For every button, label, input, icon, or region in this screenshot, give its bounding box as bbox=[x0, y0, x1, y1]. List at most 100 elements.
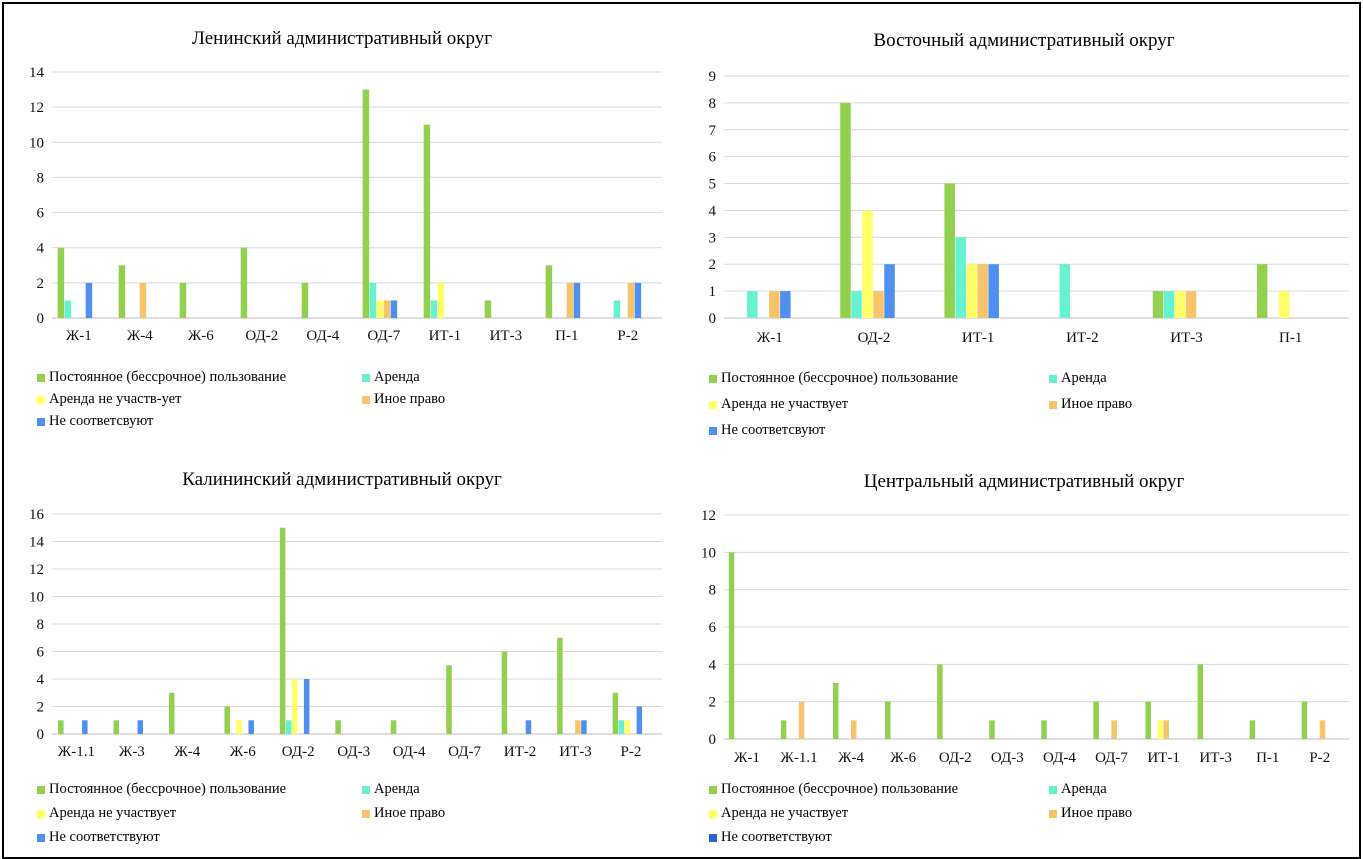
bar bbox=[240, 247, 248, 318]
y-tick-label: 5 bbox=[709, 177, 717, 193]
legend-label: Иное право bbox=[1061, 805, 1133, 821]
chart-title: Восточный административный округ bbox=[873, 30, 1174, 51]
legend-item: Не соответсвуют bbox=[37, 413, 153, 430]
legend-swatch bbox=[362, 373, 370, 382]
bar bbox=[1145, 701, 1151, 739]
x-tick-label: Ж-6 bbox=[188, 328, 214, 344]
legend-item: Аренда не участв-ует bbox=[37, 391, 181, 408]
chart-leninsky: Ленинский административный округ 0 2 4 6 8 10 1… bbox=[12, 14, 672, 454]
bar bbox=[966, 264, 977, 318]
y-tick-label: 8 bbox=[37, 170, 45, 186]
bar bbox=[840, 102, 851, 318]
chart-svg: Ленинский административный округ 0 2 4 6 8 10 1… bbox=[29, 28, 662, 344]
bar bbox=[1093, 701, 1099, 739]
y-tick-label: 4 bbox=[37, 241, 45, 257]
bar bbox=[1174, 291, 1186, 318]
x-tick-label: Р-2 bbox=[621, 744, 642, 760]
chart-title: Ленинский административный округ bbox=[192, 28, 492, 49]
x-tick-label: ИТ-3 bbox=[1170, 330, 1203, 346]
y-tick-label: 10 bbox=[29, 135, 44, 151]
bar bbox=[362, 89, 370, 318]
bar bbox=[1157, 720, 1163, 739]
x-tick-label: П-1 bbox=[1256, 750, 1279, 766]
y-tick-label: 14 bbox=[29, 535, 45, 551]
y-tick-label: 16 bbox=[29, 507, 45, 523]
bar bbox=[573, 282, 581, 318]
bar bbox=[291, 679, 298, 734]
y-tick-label: 14 bbox=[29, 65, 45, 81]
bar bbox=[636, 706, 643, 734]
legend-item: Постоянное (бессрочное) пользование bbox=[37, 369, 286, 386]
legend-label: Аренда bbox=[374, 369, 420, 385]
legend-swatch bbox=[362, 395, 370, 404]
bar bbox=[728, 552, 735, 739]
bar bbox=[832, 683, 839, 739]
legend-label: Иное право bbox=[1061, 396, 1133, 412]
x-tick-label: ОД-2 bbox=[939, 750, 972, 766]
y-tick-label: 2 bbox=[37, 700, 45, 716]
legend-item: Иное право bbox=[1049, 805, 1132, 822]
legend-label: Аренда не участвует bbox=[721, 396, 849, 412]
bar bbox=[575, 720, 581, 734]
legend-item: Иное право bbox=[362, 391, 445, 408]
bar bbox=[301, 282, 309, 318]
x-tick-label: ОД-4 bbox=[306, 328, 339, 344]
x-tick-label: Ж-4 bbox=[127, 328, 153, 344]
bar bbox=[988, 264, 999, 318]
x-tick-label: ИТ-3 bbox=[1199, 750, 1232, 766]
bar bbox=[446, 665, 452, 734]
x-tick-label: ОД-4 bbox=[1043, 750, 1076, 766]
bar bbox=[437, 282, 445, 318]
bar bbox=[236, 720, 242, 734]
legend-item: Иное право bbox=[1049, 396, 1132, 413]
legend-swatch bbox=[709, 785, 717, 794]
legend-swatch bbox=[37, 417, 45, 426]
x-tick-label: Ж-1.1 bbox=[58, 744, 95, 760]
bar bbox=[1152, 291, 1164, 318]
legend-swatch bbox=[709, 400, 717, 409]
y-tick-label: 0 bbox=[37, 727, 45, 743]
x-tick-label: ИТ-1 bbox=[1147, 750, 1180, 766]
bar bbox=[977, 264, 988, 318]
legend-swatch bbox=[709, 426, 717, 435]
bar bbox=[1249, 720, 1256, 739]
x-tick-label: ИТ-2 bbox=[1066, 330, 1099, 346]
legend-label: Постоянное (бессрочное) пользование bbox=[721, 781, 959, 797]
bar bbox=[303, 679, 310, 734]
y-tick-label: 12 bbox=[29, 562, 44, 578]
x-tick-label: ИТ-1 bbox=[429, 328, 462, 344]
bar bbox=[390, 720, 397, 734]
chart-svg: Центральный административный округ 0 2 4 6 8 1… bbox=[701, 471, 1349, 766]
bar bbox=[634, 282, 642, 318]
x-tick-label: ОД-7 bbox=[367, 328, 400, 344]
x-tick-label: Р-2 bbox=[617, 328, 638, 344]
x-tick-label: ИТ-2 bbox=[504, 744, 537, 760]
bar bbox=[430, 300, 438, 318]
x-tick-label: ИТ-3 bbox=[559, 744, 592, 760]
legend-label: Иное право bbox=[374, 805, 446, 821]
bar bbox=[501, 651, 508, 734]
bar bbox=[1185, 291, 1197, 318]
legend-label: Постоянное (бессрочное) пользование bbox=[49, 369, 287, 385]
bar bbox=[168, 692, 175, 734]
y-tick-label: 2 bbox=[37, 276, 45, 292]
legend-item: Аренда bbox=[362, 781, 420, 798]
bar bbox=[224, 706, 230, 734]
legend-swatch bbox=[709, 809, 717, 818]
legend-swatch bbox=[362, 809, 370, 818]
bar bbox=[627, 282, 635, 318]
legend-swatch bbox=[709, 833, 717, 842]
bar bbox=[285, 720, 292, 734]
legend-swatch bbox=[37, 833, 45, 842]
x-tick-label: Ж-1 bbox=[66, 328, 92, 344]
bar bbox=[1163, 720, 1169, 739]
bar bbox=[1278, 291, 1290, 318]
y-tick-label: 9 bbox=[709, 69, 717, 85]
bar bbox=[989, 720, 995, 739]
x-tick-label: Ж-6 bbox=[230, 744, 256, 760]
y-tick-label: 4 bbox=[709, 657, 717, 673]
legend-item: Не соответствуют bbox=[709, 829, 832, 846]
bar bbox=[525, 720, 532, 734]
bar bbox=[1197, 664, 1204, 739]
legend-item: Аренда не участвует bbox=[709, 396, 848, 413]
